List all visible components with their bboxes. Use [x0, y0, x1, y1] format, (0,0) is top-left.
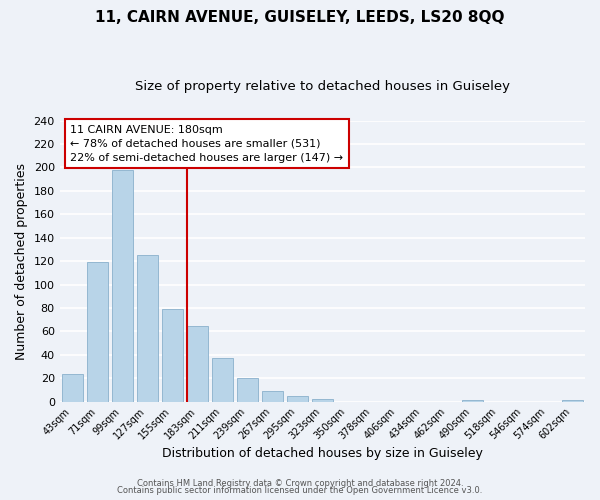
Bar: [562, 400, 583, 402]
Bar: [312, 400, 333, 402]
Bar: [62, 374, 83, 402]
Bar: [462, 400, 483, 402]
X-axis label: Distribution of detached houses by size in Guiseley: Distribution of detached houses by size …: [162, 447, 483, 460]
Y-axis label: Number of detached properties: Number of detached properties: [15, 162, 28, 360]
Bar: [187, 326, 208, 402]
Text: Contains HM Land Registry data © Crown copyright and database right 2024.: Contains HM Land Registry data © Crown c…: [137, 478, 463, 488]
Title: Size of property relative to detached houses in Guiseley: Size of property relative to detached ho…: [135, 80, 510, 93]
Bar: [86, 262, 108, 402]
Bar: [236, 378, 258, 402]
Text: 11 CAIRN AVENUE: 180sqm
← 78% of detached houses are smaller (531)
22% of semi-d: 11 CAIRN AVENUE: 180sqm ← 78% of detache…: [70, 125, 343, 163]
Bar: [212, 358, 233, 402]
Bar: [112, 170, 133, 402]
Bar: [161, 309, 183, 402]
Text: Contains public sector information licensed under the Open Government Licence v3: Contains public sector information licen…: [118, 486, 482, 495]
Bar: [287, 396, 308, 402]
Text: 11, CAIRN AVENUE, GUISELEY, LEEDS, LS20 8QQ: 11, CAIRN AVENUE, GUISELEY, LEEDS, LS20 …: [95, 10, 505, 25]
Bar: [262, 391, 283, 402]
Bar: [137, 256, 158, 402]
